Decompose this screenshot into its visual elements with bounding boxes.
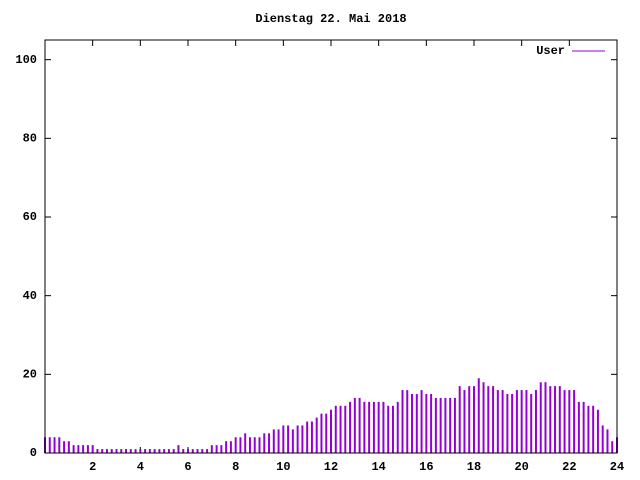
x-tick-label: 22 [562,460,576,474]
plot-border [44,39,618,454]
x-tick-label: 16 [419,460,433,474]
y-tick-label: 20 [23,368,37,382]
y-tick-label: 100 [15,53,37,67]
x-tick-label: 8 [232,460,239,474]
x-tick-label: 4 [137,460,144,474]
y-tick-label: 40 [23,289,37,303]
y-tick-label: 0 [30,446,37,460]
x-tick-label: 12 [324,460,338,474]
y-tick-label: 60 [23,210,37,224]
y-tick-label: 80 [23,132,37,146]
x-tick-label: 2 [89,460,96,474]
chart-title: Dienstag 22. Mai 2018 [255,12,406,26]
x-tick-label: 14 [371,460,385,474]
x-tick-label: 6 [184,460,191,474]
x-tick-label: 18 [467,460,481,474]
x-tick-label: 10 [276,460,290,474]
x-tick-label: 20 [514,460,528,474]
legend-label: User [536,44,565,58]
x-tick-label: 24 [610,460,624,474]
